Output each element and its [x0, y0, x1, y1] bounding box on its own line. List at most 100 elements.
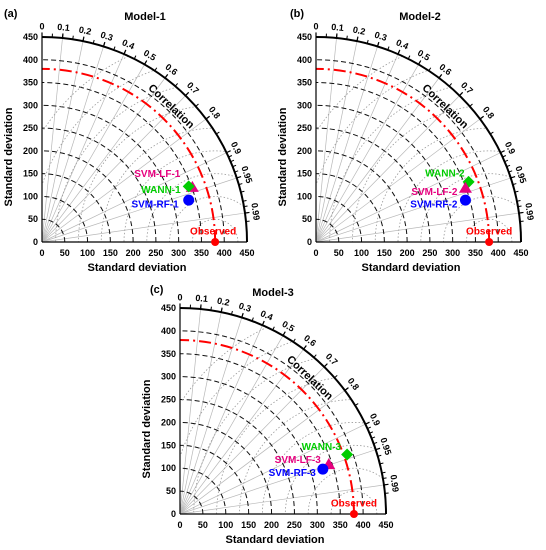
- sd-arc: [179, 330, 364, 515]
- correlation-line: [179, 312, 222, 515]
- correlation-major-tick: [365, 421, 370, 425]
- taylor-panel-2: 0 0.1 0.2 0.30.40.50.60.70.80.90.950.99Corr…: [277, 8, 536, 274]
- correlation-tick-label: 0.8: [207, 105, 223, 121]
- correlation-tick: [272, 326, 275, 331]
- correlation-tick: [502, 155, 507, 158]
- point-marker-observed: [349, 510, 358, 518]
- correlation-tick: [508, 170, 513, 173]
- y-tick-label: 350: [161, 349, 176, 359]
- x-tick-label: 300: [171, 248, 186, 258]
- x-tick-label: 200: [264, 520, 279, 530]
- correlation-tick-label: 0.1: [57, 22, 70, 33]
- correlation-tick-label: 0.95: [513, 165, 528, 185]
- rmsd-arc: [55, 87, 174, 243]
- correlation-major-tick: [226, 150, 231, 154]
- correlation-major-tick: [205, 115, 211, 120]
- correlation-tick-label: 0: [313, 21, 318, 31]
- correlation-tick-label: 0.99: [388, 474, 400, 493]
- point-marker-wann-3: [341, 448, 354, 461]
- sd-arc: [41, 195, 89, 243]
- correlation-line: [179, 348, 304, 515]
- y-tick-label: 100: [161, 463, 176, 473]
- correlation-line: [315, 41, 358, 243]
- x-tick-label: 100: [80, 248, 95, 258]
- correlation-major-tick: [344, 387, 349, 391]
- correlation-tick: [428, 67, 432, 72]
- correlation-line: [41, 64, 145, 243]
- correlation-major-tick: [220, 307, 223, 313]
- sd-arc: [179, 376, 318, 515]
- correlation-major-tick: [518, 211, 524, 214]
- x-axis-label: Standard deviation: [225, 534, 324, 546]
- rmsd-arc: [180, 341, 292, 455]
- point-marker-wann-1: [182, 180, 195, 193]
- rmsd-arc: [42, 70, 153, 183]
- correlation-major-tick: [510, 175, 516, 179]
- correlation-tick-label: 0.9: [229, 140, 243, 156]
- correlation-line: [41, 152, 227, 243]
- point-label: SVM-LF-2: [411, 187, 458, 198]
- correlation-tick: [72, 35, 74, 40]
- x-tick-label: 0: [313, 248, 318, 258]
- y-tick-label: 250: [161, 395, 176, 405]
- correlation-tick-label: 0.5: [280, 319, 296, 334]
- correlation-tick: [387, 46, 390, 51]
- y-tick-label: 0: [33, 237, 38, 247]
- correlation-line: [179, 484, 384, 515]
- correlation-tick-label: 0.8: [481, 105, 497, 121]
- x-tick-label: 450: [240, 248, 255, 258]
- correlation-line: [315, 95, 460, 243]
- sd-arc: [41, 59, 225, 243]
- sd-arc: [315, 150, 408, 243]
- correlation-tick-label: 0.4: [259, 308, 274, 322]
- sd-arc: [41, 150, 134, 243]
- x-tick-label: 300: [445, 248, 460, 258]
- correlation-major-tick: [323, 363, 328, 368]
- panel-label: (c): [150, 284, 164, 296]
- correlation-tick: [133, 55, 137, 60]
- correlation-line: [315, 212, 520, 243]
- correlation-tick: [216, 131, 220, 135]
- correlation-tick: [238, 183, 243, 186]
- sd-arc: [315, 104, 454, 243]
- point-label: SVM-RF-3: [269, 468, 317, 479]
- correlation-tick: [240, 190, 245, 193]
- x-tick-label: 150: [241, 520, 256, 530]
- correlation-tick: [154, 67, 158, 72]
- correlation-tick: [506, 164, 511, 168]
- point-label: SVM-LF-3: [275, 455, 322, 466]
- correlation-tick: [514, 190, 519, 193]
- x-tick-label: 350: [194, 248, 209, 258]
- correlation-tick: [346, 35, 348, 40]
- correlation-tick: [251, 317, 254, 322]
- correlation-tick-label: 0.6: [302, 333, 318, 349]
- correlation-tick: [379, 462, 384, 465]
- rmsd-arc: [100, 127, 212, 243]
- correlation-tick: [234, 170, 239, 173]
- correlation-tick: [504, 159, 509, 163]
- point-label: Observed: [466, 227, 512, 238]
- correlation-major-tick: [383, 483, 389, 486]
- correlation-tick: [232, 164, 237, 168]
- correlation-line: [41, 46, 104, 243]
- y-tick-label: 450: [161, 303, 176, 313]
- correlation-tick: [242, 199, 247, 202]
- point-marker-svm-rf-1: [183, 194, 195, 206]
- taylor-panel-3: 0 0.1 0.2 0.30.40.50.60.70.80.90.950.99Corr…: [141, 284, 401, 546]
- point-label: WANN-3: [302, 442, 342, 453]
- correlation-tick: [373, 441, 378, 445]
- correlation-tick: [210, 306, 212, 311]
- y-axis-label: Standard deviation: [3, 107, 15, 206]
- correlation-tick-label: 0.3: [99, 30, 114, 43]
- correlation-major-tick: [123, 49, 127, 55]
- y-tick-label: 150: [161, 440, 176, 450]
- y-tick-label: 150: [23, 169, 38, 179]
- sd-arc: [41, 82, 202, 243]
- correlation-line: [41, 95, 186, 243]
- taylor-panel-1: 0 0.1 0.2 0.30.40.50.60.70.80.90.950.99Corr…: [3, 8, 262, 274]
- correlation-major-tick: [143, 60, 148, 65]
- correlation-line: [315, 64, 419, 243]
- correlation-tick-label: 0.95: [378, 436, 393, 456]
- correlation-tick-label: 0.8: [346, 376, 362, 392]
